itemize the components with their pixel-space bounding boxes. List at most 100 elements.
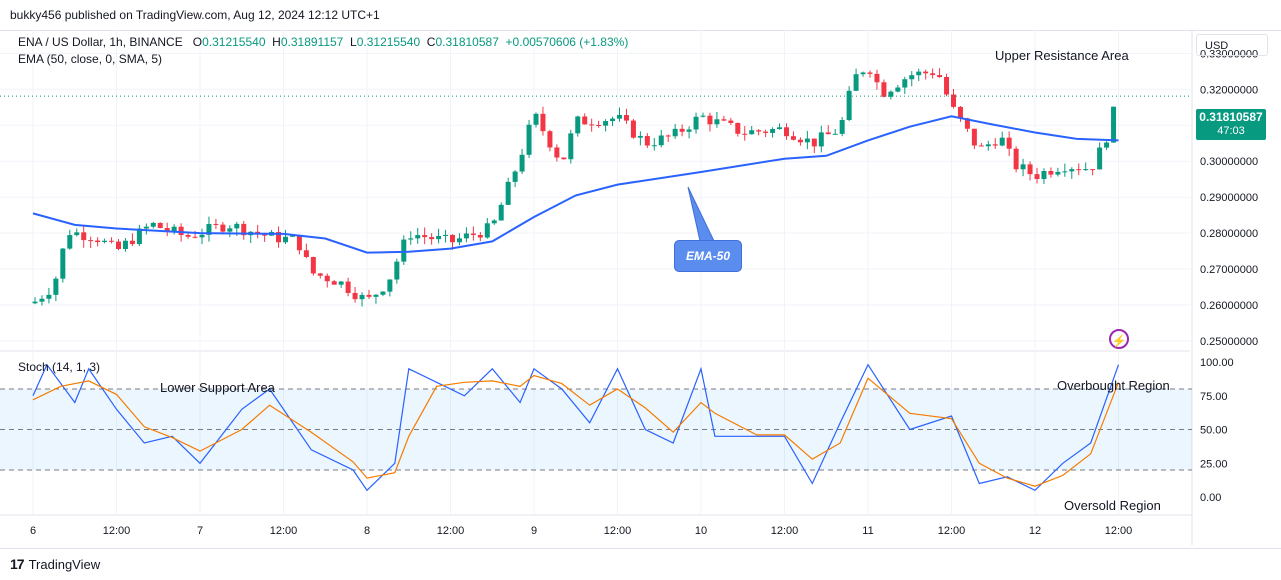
candle-body [109,240,115,242]
legend-ema[interactable]: EMA (50, close, 0, SMA, 5) [18,52,163,66]
candle-body [345,281,351,293]
candle-body [770,129,776,133]
candle-body [122,240,128,249]
candle-body [874,73,880,83]
time-tick-label: 6 [30,525,36,537]
legend-stoch[interactable]: Stoch (14, 1, 3) [18,360,101,374]
candle-body [185,235,191,237]
candle-body [199,234,205,238]
last-price-label: 0.31810587 47:03 [1196,109,1266,140]
stoch-d-line [32,374,1120,487]
publisher-line: bukky456 published on TradingView.com, A… [10,8,380,22]
candle-body [1090,169,1096,171]
legend-low: 0.31215540 [356,35,421,49]
currency-selector[interactable]: USD [1196,34,1268,56]
time-tick-label: 12 [1029,525,1041,537]
candle-body [387,279,393,292]
candle-body [171,226,177,232]
candle-body [373,294,379,297]
candle-body [610,118,616,122]
candle-body [881,82,887,97]
candle-body [971,128,977,146]
candle-body [651,145,657,147]
candle-body [547,131,553,148]
legend-change: +0.00570606 (+1.83%) [505,35,629,49]
publisher-bar: bukky456 published on TradingView.com, A… [0,0,1281,31]
candle-body [317,273,323,276]
candle-body [582,116,588,125]
candle-body [895,87,901,92]
candle-body [790,136,796,140]
candle-body [60,248,66,279]
candle-body [735,122,741,134]
candle-body [804,138,810,143]
candle-body [331,281,337,285]
time-tick-label: 12:00 [771,525,799,537]
candle-body [1006,137,1012,149]
candle-body [554,147,560,158]
annotation-upper-resistance: Upper Resistance Area [995,48,1129,63]
candle-body [700,115,706,117]
candle-body [443,234,449,236]
candle-body [150,222,156,227]
time-tick-label: 12:00 [270,525,298,537]
candle-body [408,238,414,240]
candle-body [909,75,915,80]
candle-body [777,127,783,130]
time-tick-label: 9 [531,525,537,537]
candle-body [589,124,595,126]
price-tick-label: 0.29000000 [1200,192,1258,204]
candle-body [742,133,748,135]
candle-body [568,133,574,160]
candle-body [81,232,87,241]
stoch-tick-label: 75.00 [1200,391,1228,403]
price-tick-label: 0.25000000 [1200,336,1258,348]
candle-body [526,124,532,155]
candle-body [846,90,852,121]
annotation-lower-support: Lower Support Area [160,380,275,395]
candle-body [116,241,121,249]
candle-body [241,223,247,236]
candle-body [1083,169,1089,171]
bar-countdown: 47:03 [1217,125,1245,137]
legend-ohlc: ENA / US Dollar, 1h, BINANCE O0.31215540… [18,35,629,49]
candle-body [512,171,518,182]
tradingview-logo[interactable]: 17 TradingView [10,556,100,572]
candle-body [707,115,713,125]
candle-body [102,240,108,243]
candle-body [930,73,936,76]
candle-body [728,120,734,123]
candle-body [88,240,94,242]
candle-body [1027,164,1033,175]
candle-body [1104,142,1110,148]
candle-body [1062,171,1068,173]
candle-body [693,116,699,130]
candle-body [867,72,873,74]
candle-body [617,115,622,119]
lightning-icon[interactable]: ⚡ [1109,329,1129,349]
candle-body [95,240,101,243]
candle-body [957,106,963,119]
time-tick-label: 10 [695,525,707,537]
candle-body [596,125,602,127]
candle-body [658,135,664,146]
candle-body [192,236,198,238]
time-tick-label: 12:00 [938,525,966,537]
candle-body [992,144,998,146]
candle-body [1055,171,1061,175]
candle-body [937,75,943,78]
candle-body [310,257,316,274]
price-tick-label: 0.27000000 [1200,264,1258,276]
candle-body [359,294,365,300]
stoch-tick-label: 0.00 [1200,492,1221,504]
candle-body [832,133,838,135]
candle-body [1069,169,1075,172]
tradingview-mark-icon: 17 [10,556,25,572]
candle-body [456,238,462,243]
candle-body [401,239,407,262]
candle-body [944,77,950,95]
time-tick-label: 7 [197,525,203,537]
candle-body [797,139,803,143]
candle-body [1034,174,1040,179]
